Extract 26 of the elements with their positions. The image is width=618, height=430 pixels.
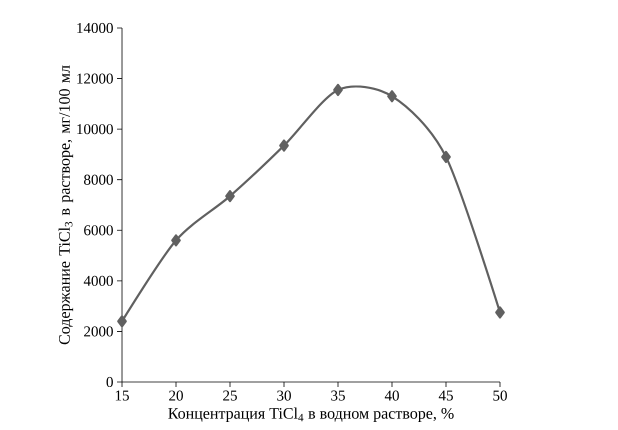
y-tick-label: 12000	[77, 74, 113, 84]
y-tick-label: 6000	[84, 225, 113, 236]
point	[279, 139, 289, 152]
y-axis-title: Содержание TiCl$_{3}$ в растворе, мг/100 мл	[58, 65, 74, 344]
point	[387, 90, 397, 102]
point	[495, 306, 505, 319]
y-tick-label: 14000	[77, 22, 113, 34]
y-tick-label: 10000	[77, 124, 113, 134]
x-tick-label: 30	[277, 390, 291, 401]
y-tick-label: 8000	[84, 174, 113, 185]
point	[441, 150, 451, 164]
x-tick-label: 45	[438, 390, 453, 401]
x-tick-label: 40	[384, 390, 399, 401]
point	[171, 234, 181, 246]
point	[225, 190, 235, 202]
x-tick-label: 15	[116, 390, 129, 401]
x-tick-label: 35	[331, 390, 345, 401]
y-tick-label: 0	[106, 376, 113, 388]
y-tick-label: 4000	[84, 276, 113, 286]
point	[117, 315, 127, 328]
point	[333, 84, 343, 96]
x-tick-label: 50	[493, 390, 507, 401]
x-tick-label: 25	[223, 390, 237, 401]
y-tick-label: 2000	[84, 326, 113, 336]
x-tick-label: 20	[169, 390, 183, 401]
x-axis-title: Концентрация TiCl$_{4}$ в водном растворе, %	[168, 408, 454, 422]
